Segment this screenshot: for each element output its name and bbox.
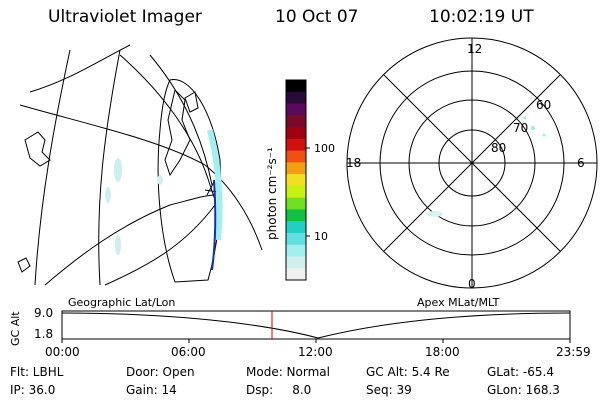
coastlines: [17, 89, 199, 273]
lat-label-60: 60: [536, 98, 552, 112]
colorbar-stripe: [286, 174, 306, 187]
time-label: 10:02:19 UT: [429, 7, 534, 27]
instrument-title: Ultraviolet Imager: [48, 7, 202, 27]
colorbar-stripe: [286, 115, 306, 128]
auroral-emission: [105, 129, 223, 271]
gc-alt-curve: [61, 312, 571, 339]
lat-lon-grid: [19, 44, 263, 286]
gc-alt-status: GC Alt: 5.4 Re: [366, 365, 450, 379]
antarctic-coast: [164, 89, 191, 177]
emission-patch: [157, 175, 163, 185]
colorbar-stripe: [286, 127, 306, 140]
mlt-label-6: 6: [577, 156, 585, 170]
glat-status: GLat: -65.4: [487, 365, 554, 379]
emission-patch: [114, 158, 122, 182]
emission-dot: [523, 116, 527, 120]
colorbar-label-10: 10: [314, 230, 328, 243]
timeline-ticks: [61, 339, 571, 343]
x-tick-label: 18:00: [425, 345, 460, 359]
earth-limb-outline: [157, 79, 221, 283]
colorbar-stripe: [286, 138, 306, 152]
colorbar-stripe: [286, 197, 306, 210]
lat-label-80: 80: [491, 141, 507, 155]
latitude-line: [44, 194, 216, 286]
geographic-header: Geographic Lat/Lon: [68, 296, 176, 309]
door-status: Door: Open: [126, 365, 195, 379]
seq-status: Seq: 39: [366, 383, 412, 397]
mlt-label-18: 18: [346, 156, 362, 170]
colorbar-stripe: [286, 162, 306, 175]
filter-status: Flt: LBHL: [10, 365, 64, 379]
aurora-band: [207, 129, 223, 241]
latitude-line: [29, 44, 131, 93]
longitude-line: [34, 49, 71, 286]
y-tick-1-8: 1.8: [34, 327, 54, 341]
mlt-label-12: 12: [467, 42, 483, 56]
polar-plot: [346, 37, 598, 289]
emission-dot: [531, 126, 535, 130]
emission-dot: [542, 133, 546, 137]
polar-diagonal: [383, 74, 561, 252]
colorbar: [286, 80, 306, 281]
emission-patch: [115, 235, 121, 255]
colorbar-stripe: [286, 268, 306, 281]
x-tick-label: 00:00: [45, 345, 80, 359]
x-tick-label: 23:59: [556, 345, 591, 359]
colorbar-stripe: [286, 232, 306, 246]
colorbar-label-100: 100: [314, 142, 335, 155]
colorbar-stripe: [286, 244, 306, 257]
latitude-line: [19, 104, 263, 251]
island-coast: [17, 257, 31, 273]
x-tick-label: 12:00: [298, 345, 333, 359]
polar-emission: [427, 116, 546, 217]
timeline-y-label: GC Alt: [9, 311, 22, 346]
colorbar-stripe: [286, 103, 306, 116]
colorbar-stripe: [286, 91, 306, 105]
longitude-line: [119, 54, 211, 186]
colorbar-unit-label: photon cm⁻²s⁻¹: [265, 147, 279, 240]
y-tick-9: 9.0: [34, 306, 54, 320]
dsp-status: Dsp: 8.0: [246, 383, 312, 397]
date-label: 10 Oct 07: [275, 7, 359, 27]
gain-status: Gain: 14: [126, 383, 177, 397]
colorbar-stripe: [286, 221, 306, 234]
mlt-label-0: 0: [468, 277, 476, 291]
colorbar-stripe: [286, 209, 306, 222]
ip-status: IP: 36.0: [10, 383, 56, 397]
mode-status: Mode: Normal: [246, 365, 330, 379]
lat-label-70: 70: [513, 121, 529, 135]
colorbar-stripe: [286, 185, 306, 199]
glon-status: GLon: 168.3: [487, 383, 560, 397]
new-zealand-coast: [24, 131, 51, 167]
latitude-line: [104, 204, 216, 286]
emission-patch: [427, 211, 443, 217]
emission-patch: [105, 187, 111, 203]
colorbar-stripe: [286, 150, 306, 163]
island-coast: [184, 91, 199, 113]
colorbar-frame: [285, 79, 307, 281]
aurora-edge: [211, 179, 217, 271]
colorbar-stripe: [286, 80, 306, 93]
longitude-line: [98, 49, 121, 286]
x-tick-label: 06:00: [171, 345, 206, 359]
apex-header: Apex MLat/MLT: [417, 296, 500, 309]
longitude-line: [149, 54, 213, 186]
colorbar-stripe: [286, 256, 306, 269]
